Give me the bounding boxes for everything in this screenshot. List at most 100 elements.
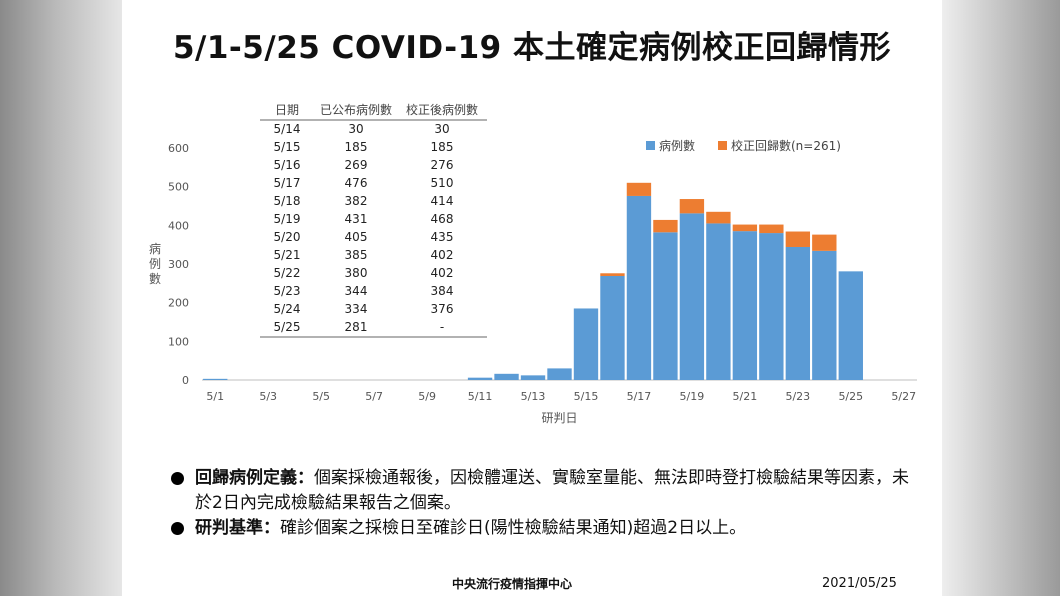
data-table: 日期 已公布病例數 校正後病例數 5/14 30 30 5/15 185 185 5/16 269 2… [260, 102, 487, 338]
notes: 回歸病例定義：個案採檢通報後，因檢體運送、實驗室量能、無法即時登打檢驗結果等因素… [170, 466, 910, 541]
chart: 0 100 200 300 400 500 600 5/1 5/3 5/5 5/7 5/9 5/11 5/… [149, 102, 917, 425]
table-cell: 402 [431, 266, 454, 280]
table-cell: 30 [348, 122, 363, 136]
bar-backlog [732, 224, 758, 232]
note-text: 個案採檢通報後，因檢體運送、實驗室量能、無法即時登打檢驗結果等因素，未於2日內完… [195, 468, 909, 513]
bar-reported [467, 377, 493, 380]
y-tick-label: 600 [168, 142, 189, 155]
x-axis-title: 研判日 [541, 411, 577, 425]
table-cell: 402 [431, 248, 454, 262]
x-tick-label: 5/7 [365, 390, 383, 403]
table-cell: 384 [431, 284, 454, 298]
y-tick-label: 300 [168, 258, 189, 271]
note-term: 研判基準： [195, 518, 280, 538]
table-cell: 344 [345, 284, 368, 298]
legend-label: 校正回歸數(n=261) [731, 138, 841, 153]
legend-swatch [646, 141, 655, 150]
x-tick-label: 5/21 [733, 390, 758, 403]
footer-organization: 中央流行疫情指揮中心 [452, 577, 573, 591]
table-cell: 405 [345, 230, 368, 244]
x-tick-label: 5/19 [680, 390, 705, 403]
bar-reported [547, 368, 572, 380]
bar-backlog [626, 182, 652, 196]
bar-reported [626, 195, 652, 380]
table-cell: 5/21 [274, 248, 301, 262]
x-tick-label: 5/15 [574, 390, 599, 403]
y-tick-label: 100 [168, 335, 189, 348]
x-tick-label: 5/23 [785, 390, 810, 403]
x-tick-label: 5/13 [521, 390, 546, 403]
note-text: 確診個案之採檢日至確診日(陽性檢驗結果通知)超過2日以上。 [280, 518, 747, 538]
bar-reported [732, 231, 758, 380]
chart-legend: 病例數 校正回歸數(n=261) [646, 138, 841, 153]
bullet-icon [171, 472, 184, 485]
slide-title: 5/1-5/25 COVID-19 本土確定病例校正回歸情形 [172, 30, 892, 66]
legend-label: 病例數 [659, 138, 695, 153]
bar-reported [785, 246, 811, 380]
table-cell: 431 [345, 212, 368, 226]
table-cell: 5/22 [274, 266, 301, 280]
table-cell: 435 [431, 230, 454, 244]
chart-axes: 0 100 200 300 400 500 600 5/1 5/3 5/5 5/7 5/9 5/11 5/… [149, 142, 917, 425]
note-term: 回歸病例定義： [195, 468, 314, 488]
x-tick-label: 5/11 [468, 390, 493, 403]
x-tick-label: 5/27 [891, 390, 916, 403]
legend-swatch [718, 141, 727, 150]
y-axis-title-char: 數 [149, 272, 161, 286]
x-tick-label: 5/5 [312, 390, 330, 403]
table-cell: 380 [345, 266, 368, 280]
bar-reported [600, 275, 625, 380]
bar-reported [494, 373, 519, 380]
bar-reported [520, 375, 546, 380]
table-cell: 5/17 [274, 176, 301, 190]
bar-reported [838, 271, 863, 380]
y-axis-title-char: 例 [149, 257, 161, 271]
bullet-icon [171, 522, 184, 535]
table-header: 校正後病例數 [406, 102, 478, 117]
table-cell: 281 [345, 320, 368, 334]
table-cell: 5/15 [274, 140, 301, 154]
table-cell: 385 [345, 248, 368, 262]
table-cell: 276 [431, 158, 454, 172]
chart-bars [203, 182, 863, 380]
bar-backlog [812, 234, 837, 251]
bar-backlog [785, 231, 811, 247]
table-cell: 269 [345, 158, 368, 172]
slide: 5/1-5/25 COVID-19 本土確定病例校正回歸情形 0 100 200 30… [122, 0, 942, 596]
table-cell: 5/16 [274, 158, 301, 172]
table-cell: 5/18 [274, 194, 301, 208]
table-cell: 5/25 [274, 320, 301, 334]
x-tick-label: 5/9 [418, 390, 436, 403]
bar-reported [759, 233, 784, 380]
table-cell: 5/20 [274, 230, 301, 244]
table-cell: 414 [431, 194, 454, 208]
table-cell: 185 [345, 140, 368, 154]
table-cell: 334 [345, 302, 368, 316]
table-header: 已公布病例數 [320, 102, 392, 117]
table-header: 日期 [275, 103, 299, 117]
bar-backlog [706, 211, 731, 224]
table-cell: 376 [431, 302, 454, 316]
table-cell: 5/14 [274, 122, 301, 136]
bar-backlog [653, 219, 678, 233]
bar-backlog [759, 224, 784, 234]
x-tick-label: 5/25 [838, 390, 863, 403]
background-left [0, 0, 122, 596]
table-cell: 468 [431, 212, 454, 226]
table-cell: 476 [345, 176, 368, 190]
bar-reported [812, 250, 837, 380]
x-tick-label: 5/1 [206, 390, 224, 403]
x-tick-label: 5/3 [259, 390, 277, 403]
table-cell: 185 [431, 140, 454, 154]
table-cell: 382 [345, 194, 368, 208]
table-cell: 510 [431, 176, 454, 190]
table-cell: 5/24 [274, 302, 301, 316]
table-cell: 5/19 [274, 212, 301, 226]
bar-reported [679, 213, 705, 380]
bar-reported [203, 378, 228, 380]
footer-date: 2021/05/25 [822, 576, 897, 591]
table-cell: - [440, 320, 444, 334]
background-right [942, 0, 1060, 596]
bar-backlog [600, 273, 625, 276]
bar-backlog [679, 199, 705, 214]
